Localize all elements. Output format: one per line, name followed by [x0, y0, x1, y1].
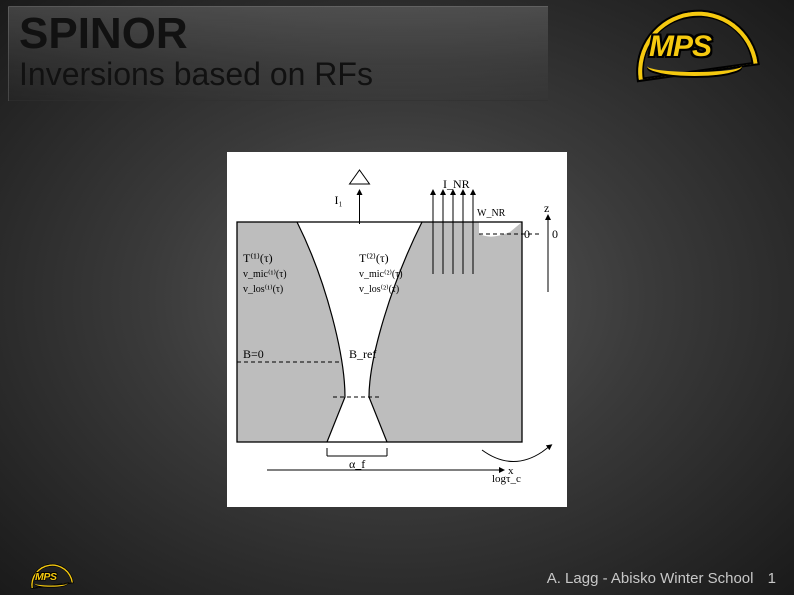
svg-text:B=0: B=0	[243, 347, 264, 361]
svg-text:z: z	[544, 201, 549, 215]
svg-text:I_NR: I_NR	[443, 177, 470, 191]
svg-text:T⁽¹⁾(τ): T⁽¹⁾(τ)	[243, 251, 273, 265]
svg-text:v_mic⁽²⁾(τ): v_mic⁽²⁾(τ)	[359, 269, 403, 280]
svg-text:v_mic⁽¹⁾(τ): v_mic⁽¹⁾(τ)	[243, 269, 287, 280]
footer-author: A. Lagg - Abisko Winter School	[547, 570, 754, 587]
footer: A. Lagg - Abisko Winter School 1	[547, 570, 776, 587]
svg-text:α_f: α_f	[349, 457, 365, 471]
svg-text:x: x	[508, 465, 514, 477]
svg-text:v_los⁽¹⁾(τ): v_los⁽¹⁾(τ)	[243, 284, 283, 295]
svg-text:B_ref: B_ref	[349, 347, 376, 361]
svg-text:W_NR: W_NR	[477, 208, 506, 219]
mps-logo-top: MPS	[629, 10, 759, 82]
svg-text:T⁽²⁾(τ): T⁽²⁾(τ)	[359, 251, 389, 265]
logo-text: MPS	[35, 571, 57, 583]
svg-text:0: 0	[524, 227, 530, 241]
title-sub: Inversions based on RFs	[19, 57, 538, 92]
svg-text:logτ_c: logτ_c	[492, 473, 521, 485]
svg-text:v_los⁽²⁾(τ): v_los⁽²⁾(τ)	[359, 284, 399, 295]
svg-text:I₁: I₁	[335, 193, 343, 207]
spinor-diagram: I₁ I_NR W_NR z T⁽¹⁾(τ) v_mic⁽¹⁾(τ) v_los⁽¹⁾(τ)…	[227, 152, 567, 507]
title-block: SPINOR Inversions based on RFs	[8, 6, 548, 101]
page-number: 1	[768, 570, 776, 587]
title-main: SPINOR	[19, 11, 538, 57]
mps-logo-bottom: MPS	[28, 564, 74, 589]
svg-text:0: 0	[552, 227, 558, 241]
logo-text: MPS	[649, 30, 711, 64]
